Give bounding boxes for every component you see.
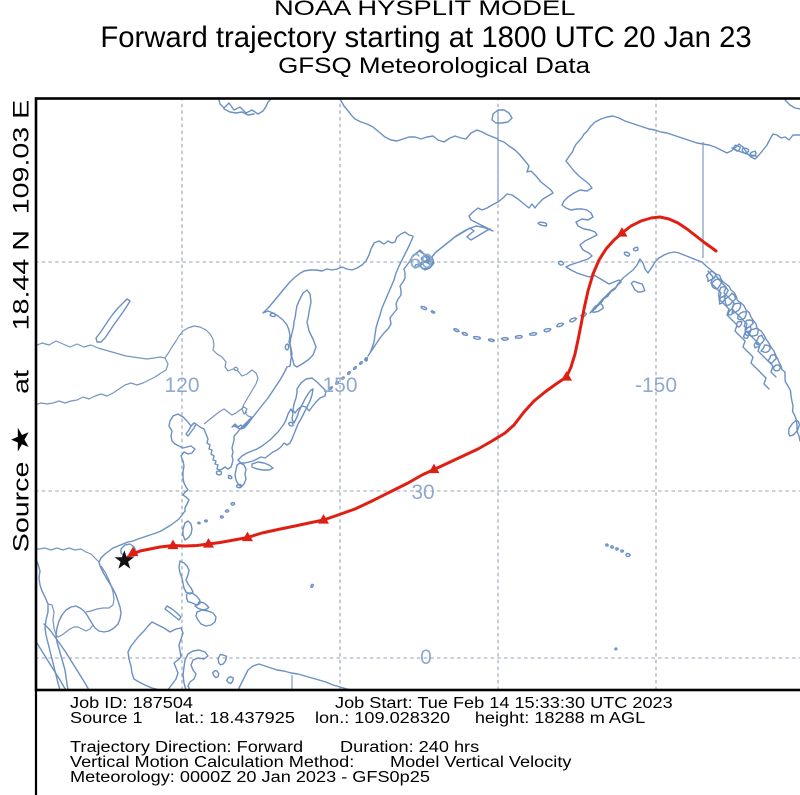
svg-text:30: 30: [411, 481, 434, 504]
svg-text:120: 120: [164, 374, 199, 397]
svg-text:0: 0: [420, 646, 432, 669]
svg-text:60: 60: [409, 250, 432, 273]
svg-text:-150: -150: [635, 374, 677, 397]
svg-text:150: 150: [322, 374, 357, 397]
